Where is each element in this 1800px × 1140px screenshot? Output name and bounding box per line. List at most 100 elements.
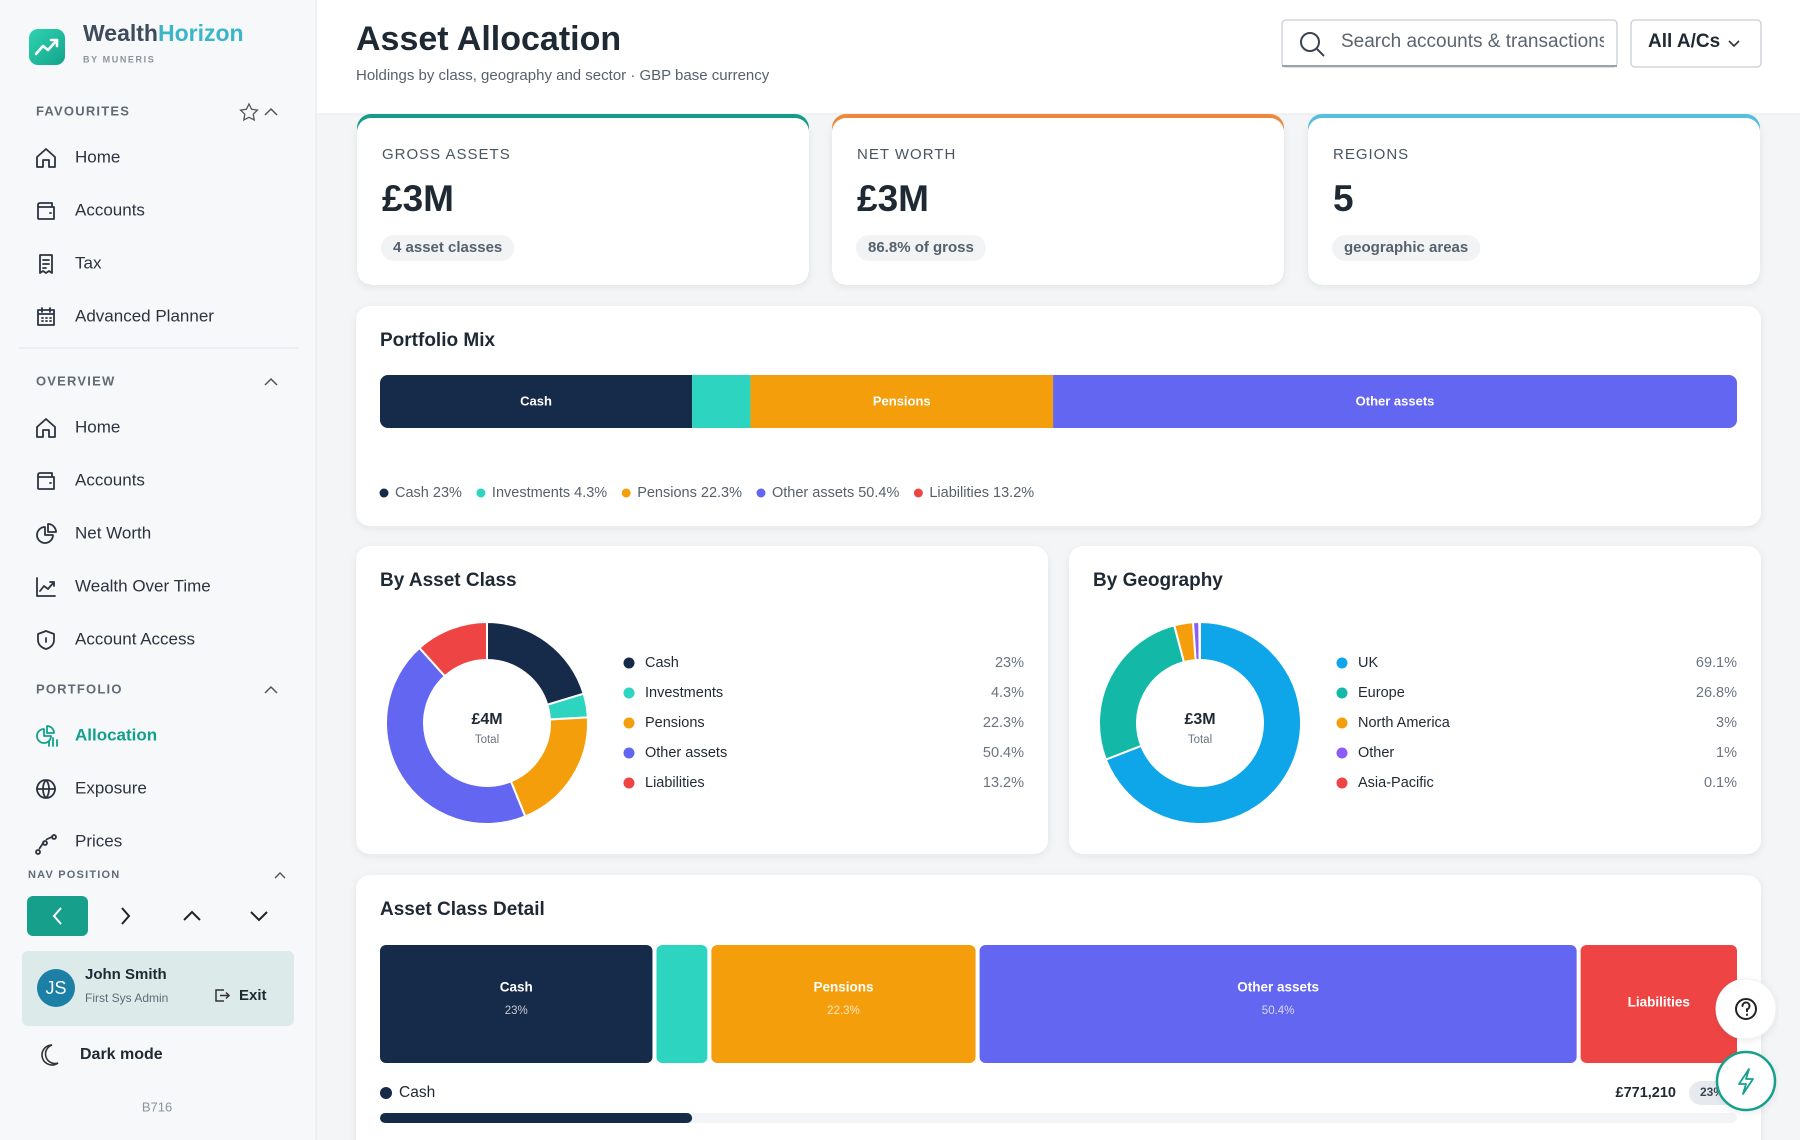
legend-dot [1336,777,1348,789]
section-collapse[interactable] [264,377,278,386]
stat-note: geographic areas [1344,239,1468,256]
search-clip: Search accounts & transactions [1341,31,1608,52]
section-title: FAVOURITES [36,103,130,118]
nav-icon [36,779,56,799]
legend-dot [1336,687,1348,699]
nav-right[interactable] [121,907,131,925]
donut-center-value: £3M [1184,711,1215,728]
legend-value: 23% [433,485,462,501]
stat-note: 86.8% of gross [868,239,974,256]
mix-segment [692,375,751,428]
search-placeholder: Search accounts & transactions [1341,31,1608,52]
stat-value: £3M [382,178,454,219]
nav-item[interactable]: Net Worth [75,523,151,542]
nav-position-collapse[interactable] [274,872,286,879]
nav-icon [35,834,57,855]
brand-accent: Horizon [158,20,244,46]
legend-value: 13.2% [983,775,1024,791]
nav-icon [37,630,55,650]
row-dot [380,1087,392,1099]
section-title: PORTFOLIO [36,681,123,696]
legend-item: Cash 23% [395,485,462,501]
stat-value: £3M [857,178,929,219]
detail-tile-name: Cash [500,980,533,995]
nav-item[interactable]: Home [75,147,120,166]
legend-value: 4.3% [991,685,1024,701]
legend-value: 0.1% [1704,775,1737,791]
dark-mode[interactable]: Dark mode [80,1046,163,1063]
nav-down[interactable] [250,911,268,922]
nav-item[interactable]: Exposure [75,778,147,797]
nav-position-title: NAV POSITION [28,869,120,881]
legend-name: Other assets [645,745,727,761]
donut-center-label: Total [1188,734,1212,746]
nav-item[interactable]: Prices [75,831,122,850]
nav-button-active[interactable] [27,896,88,936]
nav-item[interactable]: Accounts [75,470,145,489]
nav-item[interactable]: Account Access [75,629,195,648]
nav-icon [36,577,56,597]
account-filter[interactable] [1630,19,1762,68]
legend-name: Other [1358,745,1394,761]
legend-item: Liabilities 13.2% [929,485,1034,501]
nav-icon [39,254,53,274]
legend-name: Liabilities [645,775,705,791]
legend-dot [623,717,635,729]
filter-chevron [1728,40,1740,48]
detail-tile [380,945,653,1063]
page-title: Asset Allocation [356,20,621,58]
nav-item[interactable]: Tax [75,253,102,272]
legend-name: Other assets [772,485,854,501]
legend-dot [623,747,635,759]
nav-item[interactable]: Accounts [75,200,145,219]
favourite-star[interactable] [239,102,259,122]
detail-tile [711,945,976,1063]
stat-note-pill [856,235,986,261]
legend-value: 13.2% [993,485,1034,501]
legend-name: Investments [645,685,723,701]
mix-segment-label: Cash [520,393,552,408]
legend-dot [1336,657,1348,669]
legend-dot [756,488,766,498]
nav-item[interactable]: Wealth Over Time [75,576,211,595]
legend-dot [913,488,923,498]
legend-name: Cash [645,655,679,671]
legend-value: 50.4% [983,745,1024,761]
legend-name: Cash [395,485,429,501]
dark-mode-icon[interactable] [41,1044,59,1066]
quick-action-button[interactable] [1715,1050,1777,1112]
legend-name: North America [1358,715,1451,731]
section-collapse[interactable] [264,107,278,116]
exit[interactable]: Exit [239,987,267,1004]
legend-name: Pensions [645,715,705,731]
nav-left[interactable] [52,907,62,925]
sidebar [0,0,316,1140]
exit-icon[interactable] [215,989,231,1002]
nav-icon [36,148,56,168]
nav-up[interactable] [183,910,201,921]
legend-value: 69.1% [1696,655,1737,671]
detail-tile-value: 23% [505,1005,528,1017]
nav-item[interactable]: Home [75,417,120,436]
donut-slice [1104,620,1302,825]
section-collapse[interactable] [264,685,278,694]
donut-slice [418,620,488,678]
stat-label: NET WORTH [857,146,956,163]
stat-note-pill [381,235,515,261]
legend-dot [623,777,635,789]
row-name: Cash [399,1084,435,1101]
legend-value: 50.4% [858,485,899,501]
card-title: Portfolio Mix [380,330,495,351]
user-avatar [37,969,75,1007]
card-title: By Asset Class [380,570,517,591]
brand-tagline: BY MUNERIS [83,54,155,64]
nav-item[interactable]: Allocation [75,725,157,744]
quick-action-icon [1738,1068,1754,1095]
legend-value: 4.3% [574,485,607,501]
nav-item[interactable]: Advanced Planner [75,306,214,325]
stat-note: 4 asset classes [393,239,502,256]
nav-icon [37,202,55,220]
help-icon-mark [1741,1001,1751,1016]
